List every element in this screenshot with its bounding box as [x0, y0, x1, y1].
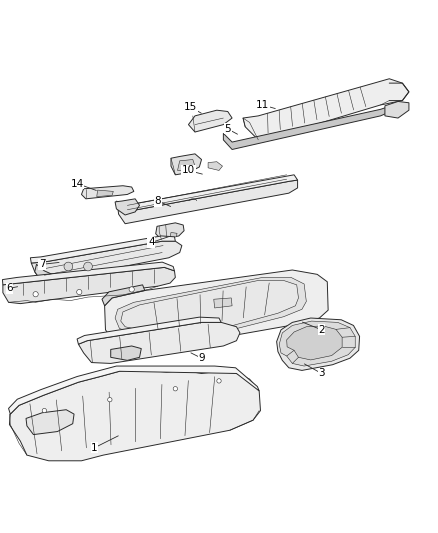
Polygon shape: [35, 264, 52, 280]
Text: 9: 9: [198, 353, 205, 363]
Text: 5: 5: [224, 124, 231, 134]
Text: 10: 10: [182, 165, 195, 175]
Text: 1: 1: [91, 443, 98, 453]
Polygon shape: [214, 298, 232, 308]
Polygon shape: [243, 79, 409, 140]
Polygon shape: [277, 318, 360, 370]
Text: 2: 2: [318, 325, 325, 335]
Text: 6: 6: [6, 284, 13, 293]
Polygon shape: [97, 190, 113, 197]
Polygon shape: [385, 101, 409, 118]
Polygon shape: [155, 223, 184, 239]
Polygon shape: [171, 154, 201, 175]
Polygon shape: [223, 105, 394, 149]
Polygon shape: [3, 262, 174, 285]
Circle shape: [173, 386, 177, 391]
Circle shape: [42, 408, 46, 413]
Polygon shape: [111, 346, 141, 360]
Polygon shape: [118, 180, 297, 224]
Polygon shape: [115, 277, 306, 343]
Polygon shape: [31, 241, 182, 280]
Text: 3: 3: [318, 368, 325, 378]
Polygon shape: [117, 175, 297, 212]
Polygon shape: [81, 185, 134, 199]
Polygon shape: [115, 199, 140, 215]
Polygon shape: [279, 321, 355, 366]
Polygon shape: [208, 161, 223, 171]
Circle shape: [108, 398, 112, 402]
Polygon shape: [105, 270, 328, 352]
Circle shape: [84, 262, 92, 271]
Text: 4: 4: [148, 238, 155, 247]
Polygon shape: [177, 159, 195, 171]
Polygon shape: [78, 322, 240, 364]
Text: 7: 7: [39, 260, 46, 269]
Polygon shape: [121, 280, 298, 338]
Circle shape: [33, 292, 38, 297]
Polygon shape: [26, 410, 74, 434]
Polygon shape: [3, 268, 175, 304]
Text: 15: 15: [184, 102, 197, 112]
Polygon shape: [287, 326, 342, 360]
Circle shape: [129, 287, 134, 292]
Polygon shape: [10, 369, 261, 461]
Circle shape: [64, 262, 73, 271]
Polygon shape: [30, 236, 175, 263]
Polygon shape: [9, 366, 259, 414]
Text: 8: 8: [155, 196, 161, 206]
Polygon shape: [102, 285, 145, 306]
Polygon shape: [188, 110, 232, 132]
Circle shape: [77, 289, 82, 295]
Polygon shape: [77, 317, 221, 344]
Text: 11: 11: [256, 100, 269, 110]
Polygon shape: [170, 232, 177, 238]
Circle shape: [217, 379, 221, 383]
Text: 14: 14: [71, 179, 84, 189]
